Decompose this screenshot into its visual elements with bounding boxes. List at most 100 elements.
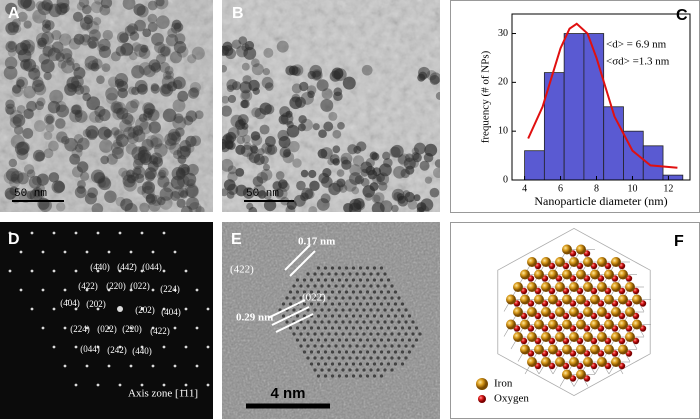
particle xyxy=(142,28,152,38)
particle xyxy=(156,15,170,29)
particle xyxy=(45,123,55,133)
oxygen-atom xyxy=(541,350,549,357)
particle xyxy=(157,175,170,188)
particle xyxy=(307,90,315,99)
particle xyxy=(333,68,347,81)
particle xyxy=(16,79,25,88)
particle xyxy=(251,63,264,76)
particle xyxy=(360,177,370,187)
y-tick-label: 10 xyxy=(498,125,508,136)
particle xyxy=(93,171,106,184)
particle xyxy=(57,59,67,69)
particle xyxy=(227,94,237,104)
atom-column xyxy=(344,326,349,330)
iron-atom xyxy=(548,294,558,305)
atom-column xyxy=(285,296,289,300)
particle xyxy=(259,124,270,135)
atom-column xyxy=(348,344,352,348)
particle xyxy=(189,86,200,98)
particle xyxy=(172,116,187,130)
atom-column xyxy=(285,320,289,324)
particle xyxy=(195,206,205,212)
particle xyxy=(138,146,148,155)
particle xyxy=(162,71,172,80)
particle xyxy=(312,123,320,131)
iron-atom xyxy=(597,332,607,342)
atom-column xyxy=(344,362,349,366)
oxygen-atom xyxy=(569,250,577,257)
particle xyxy=(76,185,86,194)
particle xyxy=(141,180,156,195)
iron-atom xyxy=(562,294,572,305)
hrtem-image xyxy=(222,222,440,419)
oxygen-atom xyxy=(569,350,577,357)
particle xyxy=(72,62,81,72)
oxygen-atom xyxy=(548,262,556,270)
particle xyxy=(369,151,378,160)
atom-column xyxy=(323,290,328,294)
bar xyxy=(524,150,545,181)
atom-column xyxy=(411,332,415,336)
particle xyxy=(264,82,274,91)
particle xyxy=(74,186,87,199)
atom-column xyxy=(369,308,373,312)
atom-column xyxy=(376,344,380,348)
atom-column xyxy=(358,326,363,330)
atom-column xyxy=(355,284,359,288)
particle xyxy=(36,97,46,107)
particle xyxy=(43,148,54,159)
particle xyxy=(164,138,177,150)
atom-column xyxy=(379,314,384,318)
atom-column xyxy=(383,296,387,300)
particle xyxy=(10,170,24,184)
atom-column xyxy=(358,290,363,294)
oxygen-atom xyxy=(562,262,570,270)
particle xyxy=(238,118,247,127)
oxygen-atom xyxy=(590,287,598,295)
panel-label: E xyxy=(231,231,242,248)
particle xyxy=(173,22,184,32)
particle xyxy=(59,2,70,14)
particle xyxy=(37,37,47,48)
particle xyxy=(126,169,135,179)
particle xyxy=(413,142,426,155)
oxygen-atom xyxy=(541,325,549,332)
particle xyxy=(79,16,93,30)
atom-column xyxy=(407,326,412,330)
particle xyxy=(424,143,438,157)
atom-column xyxy=(365,278,370,282)
particle xyxy=(320,193,331,204)
oxygen-atom xyxy=(569,275,577,282)
atom-column xyxy=(372,362,377,366)
atom-column xyxy=(309,278,314,282)
scale-label: 50 nm xyxy=(14,188,47,200)
oxygen-atom xyxy=(618,262,626,270)
atom-column xyxy=(372,350,377,354)
iron-atom xyxy=(527,332,537,342)
particle xyxy=(332,129,342,139)
tem-image-b xyxy=(222,0,440,212)
particle xyxy=(432,167,440,179)
particle xyxy=(5,2,18,15)
particle xyxy=(383,157,393,168)
particle xyxy=(321,88,333,100)
iron-atom xyxy=(562,319,572,330)
oxygen-atom xyxy=(639,325,647,332)
atom-column xyxy=(309,326,314,330)
spot xyxy=(140,345,144,349)
atom-column xyxy=(372,278,377,282)
particle xyxy=(171,131,182,142)
particle xyxy=(44,113,55,125)
iron-atom xyxy=(555,332,565,342)
iron-atom xyxy=(583,307,593,317)
atom-column xyxy=(400,302,405,306)
x-tick-label: 8 xyxy=(594,183,599,194)
particle xyxy=(147,13,158,24)
particle xyxy=(411,152,420,160)
spot xyxy=(107,250,111,254)
particle xyxy=(16,105,26,114)
atom-column xyxy=(292,296,296,300)
atom-column xyxy=(407,314,412,318)
iron-atom xyxy=(576,319,586,330)
atom-column xyxy=(337,302,342,306)
